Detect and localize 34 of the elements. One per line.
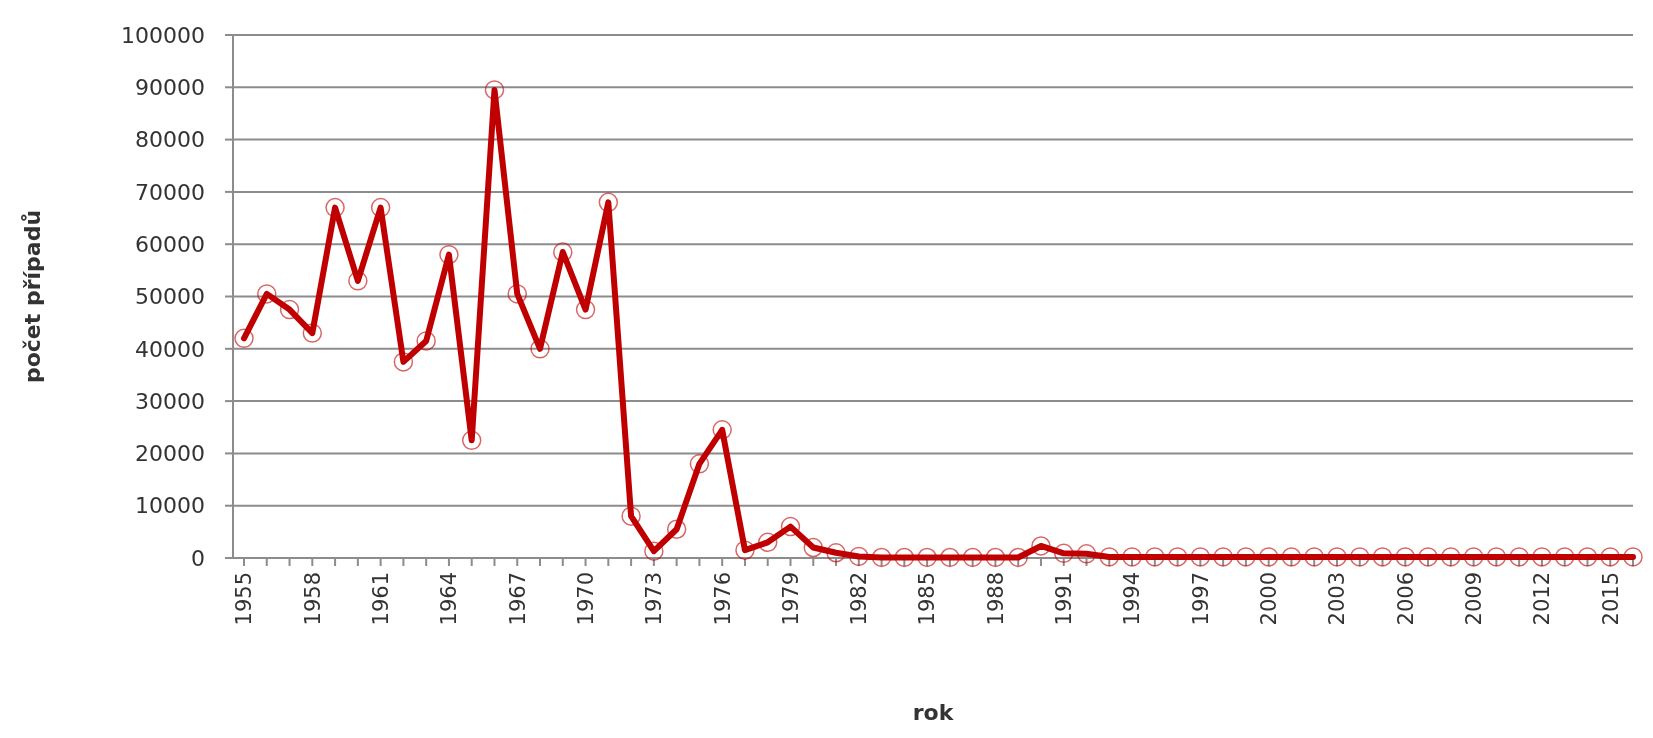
y-tick-label: 0 <box>191 545 205 571</box>
x-tick-label: 2006 <box>1393 572 1418 626</box>
y-tick-label: 10000 <box>135 493 205 519</box>
x-tick-label: 1976 <box>710 572 735 626</box>
y-tick-label: 100000 <box>121 22 205 48</box>
x-tick-label: 2015 <box>1598 572 1623 626</box>
x-tick-label: 1973 <box>642 572 667 626</box>
x-tick-label: 2009 <box>1461 572 1486 626</box>
x-tick-label: 1970 <box>573 572 598 626</box>
x-tick-label: 1988 <box>983 572 1008 626</box>
x-tick-label: 1964 <box>437 572 462 626</box>
x-tick-label: 2012 <box>1530 572 1555 626</box>
y-tick-label: 30000 <box>135 388 205 414</box>
y-tick-label: 60000 <box>135 231 205 257</box>
x-tick-label: 1955 <box>232 572 257 626</box>
x-tick-label: 2003 <box>1325 572 1350 626</box>
x-tick-label: 1991 <box>1052 572 1077 626</box>
x-tick-label: 1982 <box>847 572 872 626</box>
x-tick-label: 2000 <box>1257 572 1282 626</box>
y-tick-label: 70000 <box>135 179 205 205</box>
y-tick-label: 90000 <box>135 75 205 100</box>
y-tick-label: 20000 <box>135 441 205 467</box>
x-tick-label: 1979 <box>778 572 803 626</box>
y-axis-title: počet případů <box>20 209 45 384</box>
y-tick-label: 80000 <box>135 127 205 153</box>
y-tick-label: 40000 <box>135 336 205 362</box>
x-tick-label: 1967 <box>505 572 530 626</box>
x-tick-label: 1997 <box>1188 572 1213 626</box>
y-tick-label: 50000 <box>135 284 205 310</box>
x-tick-label: 1961 <box>368 572 393 626</box>
x-tick-label: 1985 <box>915 572 940 626</box>
x-tick-label: 1994 <box>1120 572 1145 626</box>
x-axis-title: rok <box>912 700 955 725</box>
x-tick-label: 1958 <box>300 572 325 626</box>
